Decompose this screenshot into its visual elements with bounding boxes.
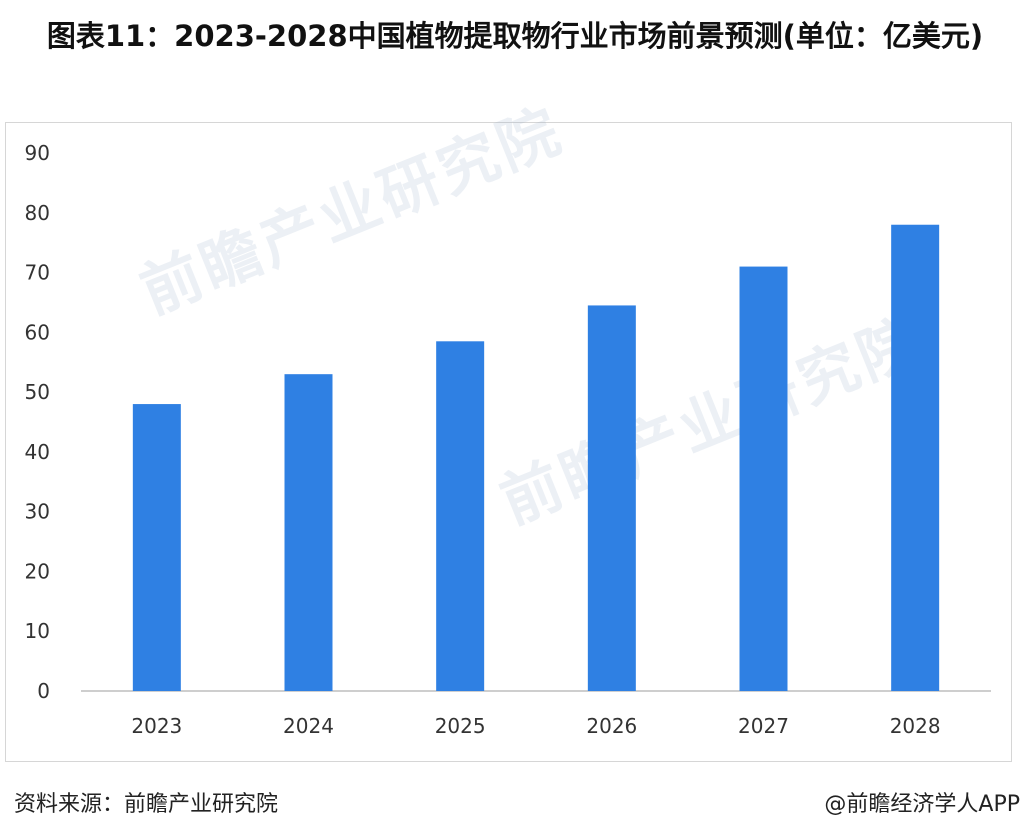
y-tick-label: 20 xyxy=(25,559,50,583)
y-tick-label: 50 xyxy=(25,380,50,404)
y-tick-label: 80 xyxy=(25,201,50,225)
x-tick-label: 2026 xyxy=(586,714,637,738)
bar-2023 xyxy=(132,404,181,691)
x-tick-label: 2025 xyxy=(435,714,486,738)
y-tick-label: 70 xyxy=(25,261,50,285)
x-tick-label: 2027 xyxy=(738,714,789,738)
x-tick-label: 2023 xyxy=(131,714,182,738)
credit-note: @前瞻经济学人APP xyxy=(824,792,1020,817)
y-tick-label: 60 xyxy=(25,320,50,344)
y-tick-label: 0 xyxy=(37,679,50,703)
source-note: 资料来源：前瞻产业研究院 xyxy=(14,792,279,817)
chart-area: 前瞻产业研究院 前瞻产业研究院 0 10 20 30 40 50 60 70 80 90 2023 2… xyxy=(5,95,1012,762)
x-tick-label: 2028 xyxy=(890,714,941,738)
y-tick-label: 40 xyxy=(25,440,50,464)
bar-2025 xyxy=(436,341,485,691)
bar-2027 xyxy=(739,266,788,691)
y-tick-label: 90 xyxy=(25,141,50,165)
y-tick-label: 30 xyxy=(25,500,50,524)
bar-2024 xyxy=(284,374,333,691)
y-tick-label: 10 xyxy=(25,619,50,643)
bar-2026 xyxy=(587,305,636,691)
bar-2028 xyxy=(891,224,940,691)
bar-chart: 0 10 20 30 40 50 60 70 80 90 2023 2024 2025 2026 2027 2… xyxy=(25,141,991,738)
x-tick-label: 2024 xyxy=(283,714,334,738)
chart-title: 图表11：2023-2028中国植物提取物行业市场前景预测(单位：亿美元) xyxy=(46,19,984,53)
